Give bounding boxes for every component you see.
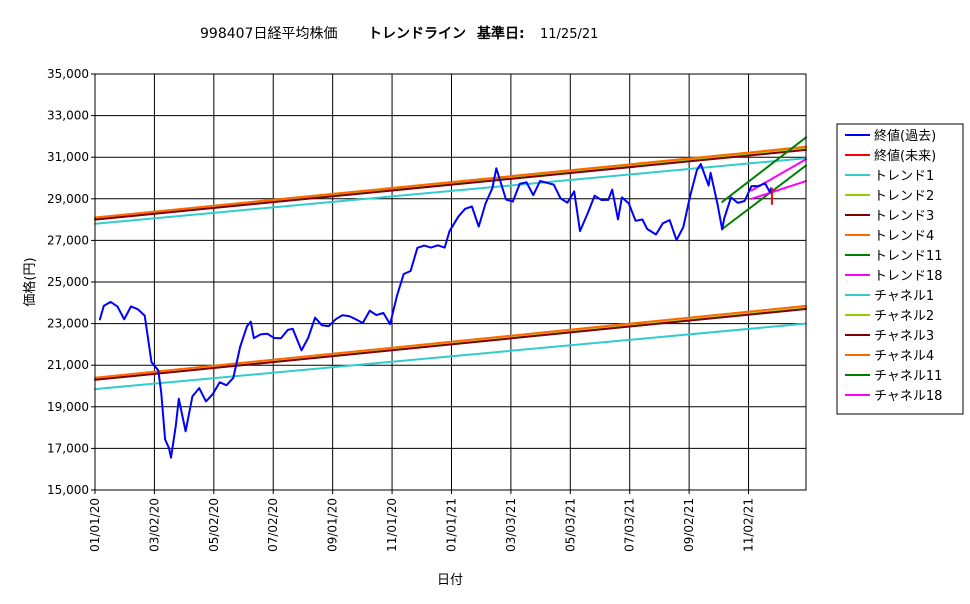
legend-label: トレンド18 (874, 269, 943, 284)
chart-title-date: 11/25/21 (540, 27, 598, 42)
x-tick-label: 05/02/20 (207, 498, 221, 552)
x-tick-label: 03/02/20 (147, 498, 161, 552)
legend-label: チャネル4 (874, 349, 934, 364)
legend-label: チャネル2 (874, 309, 934, 324)
legend-label: トレンド11 (874, 249, 943, 264)
legend-items: 終値(過去) 終値(未来) トレンド1 トレンド2 トレンド3 トレンド4 トレンド11 トレ… (845, 128, 943, 404)
legend-label: トレンド2 (874, 189, 934, 204)
series-line (94, 308, 807, 381)
legend-label: チャネル3 (874, 329, 934, 344)
legend-label: 終値(未来) (874, 148, 936, 164)
legend-label: トレンド1 (874, 169, 934, 184)
series-group (94, 136, 807, 459)
x-tick-label: 11/02/21 (742, 498, 756, 552)
legend-label: チャネル1 (874, 289, 934, 304)
legend-label: トレンド4 (874, 229, 934, 244)
chart-title-main: 998407日経平均株価 (200, 26, 337, 42)
y-tick-label: 33,000 (47, 109, 89, 123)
legend (836, 123, 964, 415)
y-tick-label: 19,000 (47, 400, 89, 414)
x-tick-label: 05/03/21 (563, 498, 577, 552)
x-tick-label: 01/01/21 (444, 498, 458, 552)
y-tick-label: 17,000 (47, 441, 89, 455)
y-tick-label: 31,000 (47, 150, 89, 164)
legend-label: チャネル18 (874, 389, 942, 404)
series-line (94, 157, 807, 225)
series-line (94, 145, 807, 219)
series-line (721, 164, 807, 230)
x-tick-label: 09/02/21 (682, 498, 696, 552)
x-tick-label: 09/01/20 (326, 498, 340, 552)
y-tick-label: 29,000 (47, 192, 89, 206)
y-tick-label: 15,000 (47, 483, 89, 497)
x-tick-label: 03/03/21 (504, 498, 518, 552)
x-tick-label: 07/03/21 (623, 498, 637, 552)
series-line (94, 304, 807, 379)
series-line (94, 148, 807, 221)
y-tick-label: 35,000 (47, 67, 89, 81)
y-axis: 15,000 17,000 19,000 21,000 23,000 25,000 27,0… (47, 67, 95, 497)
series-line (750, 180, 807, 200)
series-line (94, 322, 807, 391)
y-axis-label: 価格(円) (22, 257, 38, 306)
x-tick-label: 01/01/20 (88, 498, 102, 552)
x-tick-label: 11/01/20 (385, 498, 399, 552)
series-line (94, 146, 807, 220)
x-axis-label: 日付 (437, 573, 463, 588)
legend-label: 終値(過去) (874, 128, 936, 144)
y-tick-label: 25,000 (47, 275, 89, 289)
y-tick-label: 27,000 (47, 233, 89, 247)
legend-label: チャネル11 (874, 369, 942, 384)
x-tick-label: 07/02/20 (266, 498, 280, 552)
series-line (721, 136, 807, 203)
y-tick-label: 23,000 (47, 317, 89, 331)
chart-title-sub: トレンドライン (368, 26, 466, 42)
x-axis: 01/01/20 03/02/20 05/02/20 07/02/20 09/01/20… (88, 490, 756, 552)
legend-label: トレンド3 (874, 209, 934, 224)
chart-title-date-label: 基準日: (477, 25, 525, 42)
series-line (98, 163, 772, 459)
y-tick-label: 21,000 (47, 358, 89, 372)
